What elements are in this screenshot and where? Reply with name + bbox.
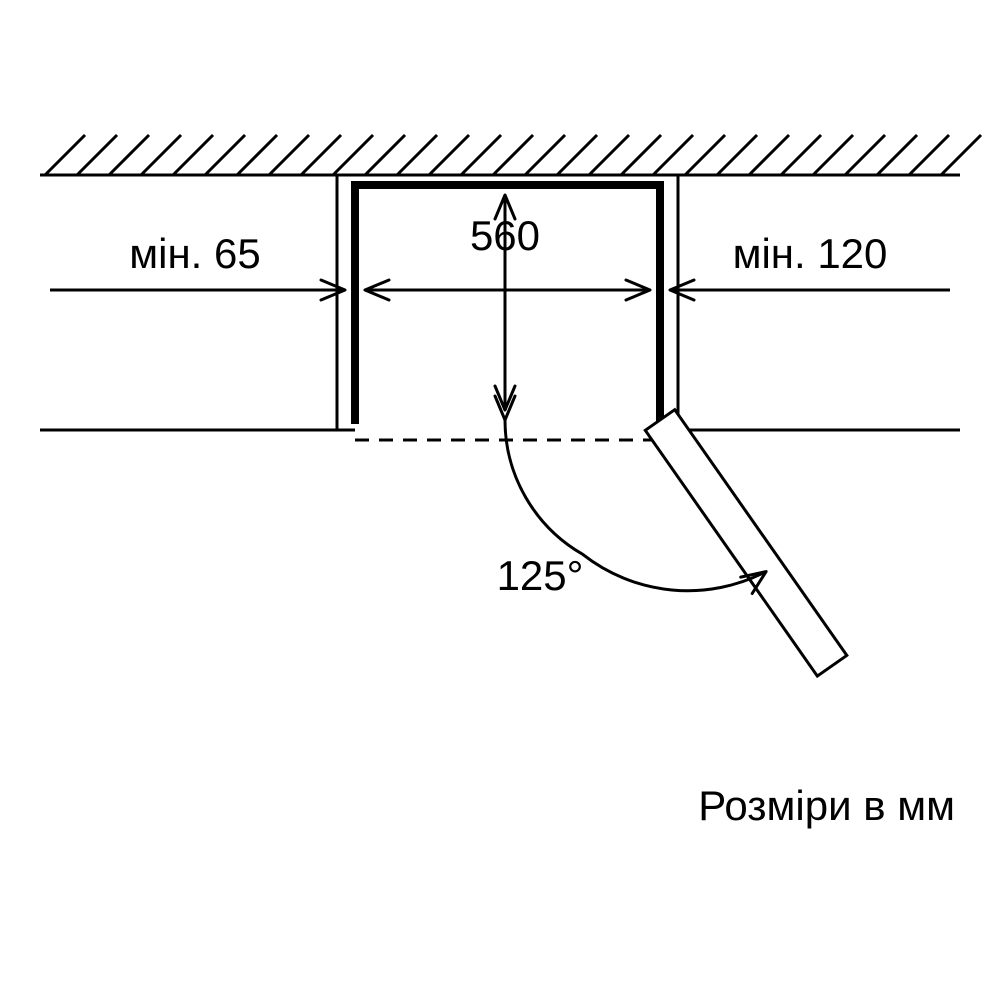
installation-diagram: мін. 65 мін. 120 560 125° Розміри в мм <box>0 0 1000 1000</box>
label-angle: 125° <box>497 552 584 599</box>
oven-door <box>645 410 847 676</box>
label-left-min: мін. 65 <box>129 230 260 277</box>
caption-dimensions: Розміри в мм <box>698 782 955 829</box>
label-width: 560 <box>470 212 540 259</box>
label-right-min: мін. 120 <box>733 230 888 277</box>
